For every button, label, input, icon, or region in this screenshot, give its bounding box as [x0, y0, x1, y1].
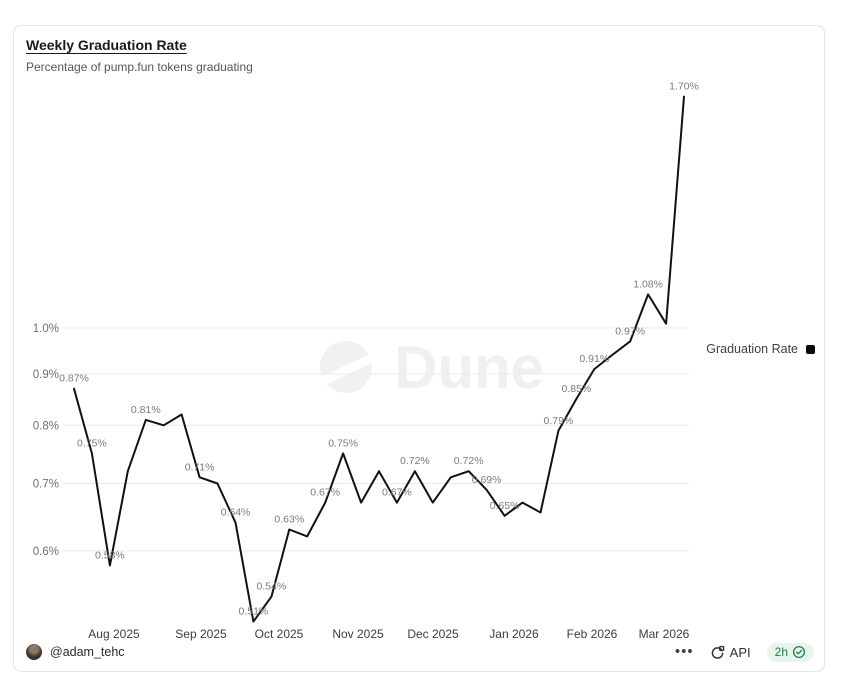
svg-text:0.63%: 0.63%: [274, 514, 304, 526]
chart-canvas[interactable]: Dune 0.6% 0.7% 0.8% 0.9% 1.0% Aug 2025 Sep 20…: [14, 81, 826, 651]
gridlines: [63, 327, 689, 552]
svg-text:0.67%: 0.67%: [382, 487, 412, 499]
svg-text:0.71%: 0.71%: [185, 461, 215, 473]
svg-text:0.75%: 0.75%: [77, 437, 107, 449]
svg-text:1.0%: 1.0%: [33, 323, 59, 335]
svg-text:Feb 2026: Feb 2026: [567, 627, 618, 641]
svg-text:0.67%: 0.67%: [310, 487, 340, 499]
x-axis-labels: Aug 2025 Sep 2025 Oct 2025 Nov 2025 Dec 2025…: [88, 627, 689, 641]
svg-text:0.9%: 0.9%: [33, 369, 59, 381]
api-button[interactable]: API: [710, 645, 751, 660]
author-handle: @adam_tehc: [50, 645, 125, 659]
api-icon: [711, 645, 724, 659]
chart-title-link[interactable]: Weekly Graduation Rate: [26, 37, 187, 53]
svg-text:Oct 2025: Oct 2025: [255, 627, 304, 641]
svg-text:0.6%: 0.6%: [33, 546, 59, 558]
widget-footer: @adam_tehc ••• API 2h: [26, 642, 814, 662]
footer-actions: ••• API 2h: [674, 642, 814, 662]
legend-item-graduation-rate[interactable]: Graduation Rate: [706, 342, 815, 356]
svg-text:0.85%: 0.85%: [562, 383, 592, 395]
svg-text:0.72%: 0.72%: [400, 455, 430, 467]
svg-text:0.91%: 0.91%: [579, 353, 609, 365]
svg-text:0.81%: 0.81%: [131, 404, 161, 416]
svg-text:0.97%: 0.97%: [615, 325, 645, 337]
chart-header: Weekly Graduation Rate Percentage of pum…: [26, 36, 253, 75]
svg-text:Nov 2025: Nov 2025: [332, 627, 384, 641]
author-link[interactable]: @adam_tehc: [26, 644, 125, 660]
svg-text:Dec 2025: Dec 2025: [407, 627, 459, 641]
svg-text:Aug 2025: Aug 2025: [88, 627, 140, 641]
options-menu-button[interactable]: •••: [674, 643, 694, 660]
svg-text:0.87%: 0.87%: [59, 373, 89, 385]
svg-text:Sep 2025: Sep 2025: [175, 627, 227, 641]
svg-text:0.58%: 0.58%: [95, 550, 125, 562]
check-circle-icon: [792, 645, 806, 659]
point-labels: 0.87% 0.75% 0.58% 0.81% 0.71% 0.64% 0.51% 0.54%…: [59, 81, 699, 618]
svg-text:0.75%: 0.75%: [328, 437, 358, 449]
svg-text:0.7%: 0.7%: [33, 479, 59, 491]
svg-text:0.51%: 0.51%: [239, 606, 269, 618]
y-axis-labels: 0.6% 0.7% 0.8% 0.9% 1.0%: [33, 323, 59, 558]
svg-text:1.08%: 1.08%: [633, 278, 663, 290]
svg-text:0.72%: 0.72%: [454, 455, 484, 467]
series-line: [73, 95, 685, 623]
svg-text:0.64%: 0.64%: [221, 507, 251, 519]
chart-subtitle: Percentage of pump.fun tokens graduating: [26, 60, 253, 74]
freshness-badge[interactable]: 2h: [766, 642, 814, 662]
svg-text:Mar 2026: Mar 2026: [639, 627, 690, 641]
svg-text:Jan 2026: Jan 2026: [489, 627, 539, 641]
author-avatar: [26, 644, 42, 660]
api-label: API: [729, 644, 751, 660]
svg-text:0.79%: 0.79%: [544, 415, 574, 427]
legend-marker: [806, 344, 815, 354]
svg-text:1.70%: 1.70%: [669, 81, 699, 93]
dune-watermark: Dune: [303, 334, 544, 401]
svg-text:0.69%: 0.69%: [472, 474, 502, 486]
svg-text:0.54%: 0.54%: [257, 581, 287, 593]
chart-widget-card: Weekly Graduation Rate Percentage of pum…: [13, 25, 825, 672]
svg-text:0.65%: 0.65%: [490, 500, 520, 512]
svg-text:0.8%: 0.8%: [33, 420, 59, 432]
watermark-text: Dune: [394, 334, 544, 401]
freshness-age: 2h: [774, 645, 788, 659]
legend-label: Graduation Rate: [706, 342, 798, 356]
